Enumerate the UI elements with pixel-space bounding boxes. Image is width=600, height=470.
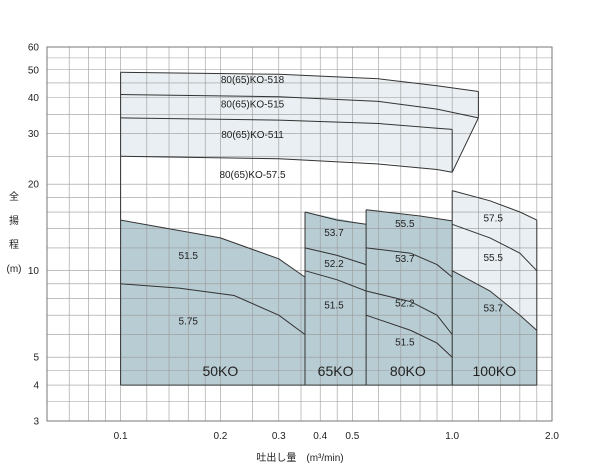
- curve-80-55-5: [366, 209, 453, 222]
- x-tick-label: 0.4: [313, 431, 327, 442]
- y-axis-label-char: (m): [7, 264, 22, 275]
- curve-80-51-5: [365, 314, 453, 358]
- curve-50-5-75: [120, 283, 306, 335]
- boundary-line: [451, 117, 479, 173]
- curve-80-65-ko-518: [120, 71, 479, 92]
- plot-frame: [46, 46, 553, 422]
- curve-label: 52.2: [324, 259, 344, 270]
- curve-label: 57.5: [484, 214, 504, 225]
- x-tick-label: 0.1: [114, 431, 128, 442]
- y-axis-label-char: 全: [9, 190, 19, 203]
- performance-curves: [120, 71, 538, 358]
- x-tick-label: 2.0: [545, 431, 559, 442]
- y-tick-label: 20: [28, 180, 40, 191]
- x-axis-label: 吐出し量 (m³/min): [256, 451, 343, 464]
- region-label-80ko: 80KO: [390, 363, 426, 379]
- y-axis-label-char: 程: [9, 239, 19, 251]
- y-tick-label: 30: [28, 129, 40, 140]
- x-tick-label: 0.5: [345, 431, 359, 442]
- curve-100-55-5: [452, 223, 538, 272]
- curve-label: 5.75: [179, 316, 199, 327]
- curve-80-52-2: [365, 290, 453, 335]
- y-tick-label: 4: [33, 381, 39, 392]
- y-tick-label: 50: [28, 65, 40, 76]
- region-label-65ko: 65KO: [318, 363, 354, 379]
- curve-label: 51.5: [395, 337, 415, 348]
- x-tick-label: 0.3: [272, 431, 286, 442]
- region-100ko: [452, 270, 537, 386]
- curve-label: 53.7: [395, 254, 415, 265]
- y-axis-label-char: 揚: [9, 214, 19, 227]
- y-tick-label: 60: [28, 43, 40, 54]
- curve-80-65-ko-515: [120, 94, 479, 119]
- region-label-100ko: 100KO: [473, 363, 517, 379]
- curve-50-51-5: [120, 219, 306, 278]
- curve-80-65-ko-511: [120, 117, 453, 130]
- curve-labels: 80(65)KO-518 80(65)KO-515 80(65)KO-511 80(6…: [179, 75, 517, 379]
- curve-label: 55.5: [484, 253, 504, 264]
- curve-label: 80(65)KO-518: [221, 75, 285, 86]
- curve-100-57-5: [452, 190, 538, 221]
- curve-label: 53.7: [324, 228, 344, 239]
- region-80-65-ko-518: [120, 72, 479, 386]
- y-tick-labels: 3 4 5 10 20 30 40 50 60: [28, 43, 40, 428]
- y-axis-label: 全揚程 (m): [7, 190, 22, 275]
- region-50ko: [120, 220, 305, 386]
- curve-label: 80(65)KO-57.5: [219, 170, 286, 181]
- curve-label: 51.5: [324, 300, 344, 311]
- region-100-light: [452, 190, 537, 331]
- curve-65-52-2: [304, 247, 367, 266]
- curve-label: 80(65)KO-511: [221, 130, 284, 141]
- region-80ko: [366, 209, 453, 386]
- curve-100-53-7: [451, 270, 538, 331]
- curve-label: 52.2: [395, 299, 415, 310]
- curve-80-53-7: [366, 247, 453, 278]
- y-tick-label: 5: [33, 353, 39, 364]
- y-tick-label: 10: [28, 266, 40, 277]
- x-tick-label: 0.2: [213, 431, 227, 442]
- curve-label: 80(65)KO-515: [221, 99, 285, 110]
- curve-label: 55.5: [395, 219, 415, 230]
- x-tick-label: 1.0: [445, 431, 459, 442]
- curve-65-51-5: [304, 270, 367, 292]
- region-boundaries: [120, 72, 538, 386]
- region-label-50ko: 50KO: [202, 363, 238, 379]
- y-tick-label: 3: [33, 417, 39, 428]
- curve-80-65-ko-57-5: [120, 155, 453, 173]
- curve-65-53-7: [304, 211, 367, 225]
- curve-label: 51.5: [179, 251, 199, 262]
- shaded-regions: [120, 72, 537, 386]
- y-tick-label: 40: [28, 93, 40, 104]
- x-tick-labels: 0.1 0.2 0.3 0.4 0.5 1.0 2.0: [114, 431, 560, 442]
- curve-label: 53.7: [484, 304, 504, 315]
